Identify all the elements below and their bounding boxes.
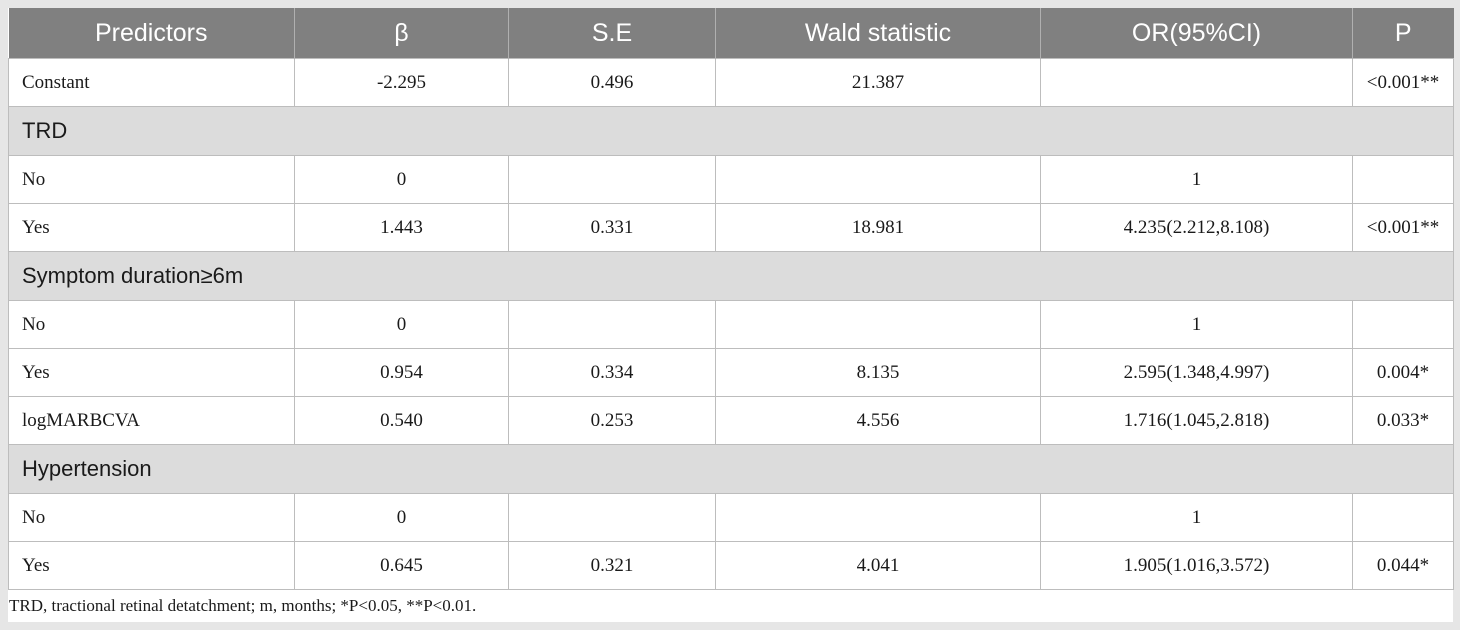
p-value-cell (1352, 493, 1454, 542)
beta-cell: 0 (294, 300, 509, 349)
predictor-cell: No (8, 493, 295, 542)
header-predictors: Predictors (8, 8, 295, 59)
or-ci-cell: 1.905(1.016,3.572) (1040, 541, 1353, 590)
table-footnote: TRD, tractional retinal detatchment; m, … (9, 596, 477, 615)
p-value-cell: 0.033* (1352, 396, 1454, 445)
predictor-cell: Yes (8, 203, 295, 252)
se-cell (508, 300, 716, 349)
se-cell: 0.331 (508, 203, 716, 252)
header-standard-error: S.E (508, 8, 716, 59)
table-body: Constant -2.295 0.496 21.387 <0.001** TRD No 0 1… (8, 58, 1454, 590)
wald-cell: 8.135 (715, 348, 1041, 397)
predictor-cell: Yes (8, 541, 295, 590)
table-row: logMARBCVA 0.540 0.253 4.556 1.716(1.045,2.8… (8, 396, 1454, 445)
p-value-cell: 0.004* (1352, 348, 1454, 397)
p-value-cell (1352, 155, 1454, 204)
p-value-cell: 0.044* (1352, 541, 1454, 590)
wald-cell (715, 300, 1041, 349)
or-ci-cell: 4.235(2.212,8.108) (1040, 203, 1353, 252)
wald-cell: 4.041 (715, 541, 1041, 590)
table-row: Yes 1.443 0.331 18.981 4.235(2.212,8.108) <0.… (8, 203, 1454, 252)
regression-table-panel: Predictors β S.E Wald statistic OR(95%CI… (8, 8, 1454, 622)
header-row: Predictors β S.E Wald statistic OR(95%CI… (8, 8, 1454, 59)
beta-cell: 0 (294, 493, 509, 542)
regression-table: Predictors β S.E Wald statistic OR(95%CI… (8, 8, 1454, 590)
se-cell: 0.334 (508, 348, 716, 397)
or-ci-cell (1040, 58, 1353, 107)
beta-cell: 0.954 (294, 348, 509, 397)
table-row: Yes 0.645 0.321 4.041 1.905(1.016,3.572) 0.04… (8, 541, 1454, 590)
table-row: Yes 0.954 0.334 8.135 2.595(1.348,4.997) 0.00… (8, 348, 1454, 397)
table-row: No 0 1 (8, 493, 1454, 542)
p-value-cell: <0.001** (1352, 58, 1454, 107)
se-cell: 0.321 (508, 541, 716, 590)
se-cell: 0.253 (508, 396, 716, 445)
p-value-cell: <0.001** (1352, 203, 1454, 252)
group-header-row: TRD (8, 106, 1454, 156)
or-ci-cell: 1 (1040, 493, 1353, 542)
predictor-cell: No (8, 300, 295, 349)
or-ci-cell: 1.716(1.045,2.818) (1040, 396, 1353, 445)
header-wald-statistic: Wald statistic (715, 8, 1041, 59)
beta-cell: 0.645 (294, 541, 509, 590)
wald-cell: 18.981 (715, 203, 1041, 252)
or-ci-cell: 2.595(1.348,4.997) (1040, 348, 1353, 397)
beta-cell: 1.443 (294, 203, 509, 252)
header-odds-ratio: OR(95%CI) (1040, 8, 1353, 59)
wald-cell: 21.387 (715, 58, 1041, 107)
group-header-row: Hypertension (8, 444, 1454, 494)
table-row: No 0 1 (8, 300, 1454, 349)
table-header: Predictors β S.E Wald statistic OR(95%CI… (8, 8, 1454, 59)
predictor-cell: logMARBCVA (8, 396, 295, 445)
beta-cell: -2.295 (294, 58, 509, 107)
header-p-value: P (1352, 8, 1454, 59)
wald-cell (715, 493, 1041, 542)
table-row: No 0 1 (8, 155, 1454, 204)
se-cell (508, 155, 716, 204)
beta-cell: 0 (294, 155, 509, 204)
predictor-cell: No (8, 155, 295, 204)
table-row: Constant -2.295 0.496 21.387 <0.001** (8, 58, 1454, 107)
wald-cell (715, 155, 1041, 204)
p-value-cell (1352, 300, 1454, 349)
or-ci-cell: 1 (1040, 300, 1353, 349)
group-label: TRD (8, 106, 1454, 156)
se-cell (508, 493, 716, 542)
predictor-cell: Constant (8, 58, 295, 107)
header-beta: β (294, 8, 509, 59)
beta-cell: 0.540 (294, 396, 509, 445)
group-label: Symptom duration≥6m (8, 251, 1454, 301)
or-ci-cell: 1 (1040, 155, 1353, 204)
wald-cell: 4.556 (715, 396, 1041, 445)
group-label: Hypertension (8, 444, 1454, 494)
se-cell: 0.496 (508, 58, 716, 107)
predictor-cell: Yes (8, 348, 295, 397)
group-header-row: Symptom duration≥6m (8, 251, 1454, 301)
